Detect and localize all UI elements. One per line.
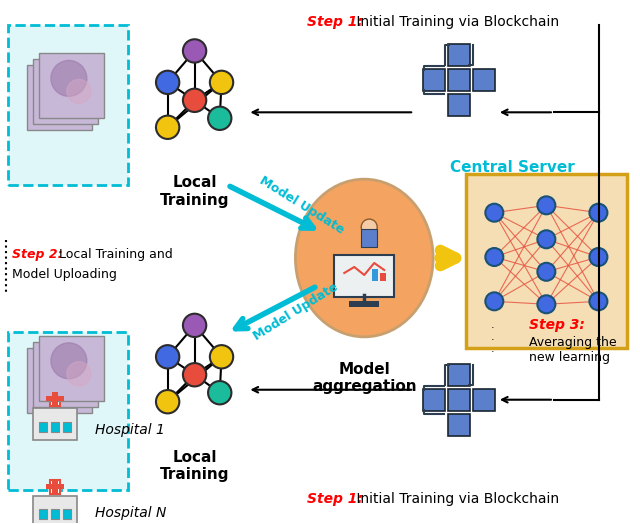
FancyBboxPatch shape bbox=[448, 69, 470, 91]
Circle shape bbox=[589, 248, 607, 266]
Circle shape bbox=[538, 231, 556, 248]
FancyBboxPatch shape bbox=[33, 59, 98, 124]
Text: Model
aggregation: Model aggregation bbox=[312, 362, 417, 394]
Text: Model Update: Model Update bbox=[257, 174, 347, 236]
FancyBboxPatch shape bbox=[51, 422, 59, 432]
Circle shape bbox=[61, 368, 85, 392]
FancyBboxPatch shape bbox=[423, 389, 445, 411]
Circle shape bbox=[156, 71, 179, 94]
FancyBboxPatch shape bbox=[448, 94, 470, 116]
FancyBboxPatch shape bbox=[334, 255, 394, 297]
Text: Step 1:: Step 1: bbox=[307, 15, 364, 28]
Text: Step 1:: Step 1: bbox=[307, 492, 364, 506]
Circle shape bbox=[485, 204, 503, 222]
FancyBboxPatch shape bbox=[39, 336, 104, 401]
FancyBboxPatch shape bbox=[50, 392, 60, 406]
Circle shape bbox=[183, 89, 206, 112]
Circle shape bbox=[208, 106, 232, 130]
Circle shape bbox=[61, 85, 85, 110]
Circle shape bbox=[156, 116, 179, 139]
Text: Step 3:: Step 3: bbox=[529, 318, 585, 332]
Ellipse shape bbox=[296, 179, 433, 337]
Text: ·
·
·: · · · bbox=[490, 323, 494, 357]
FancyBboxPatch shape bbox=[372, 269, 378, 281]
FancyBboxPatch shape bbox=[51, 509, 59, 519]
Circle shape bbox=[39, 355, 75, 391]
Text: Local Training and: Local Training and bbox=[55, 248, 173, 261]
FancyBboxPatch shape bbox=[52, 392, 58, 406]
Circle shape bbox=[45, 349, 81, 385]
FancyBboxPatch shape bbox=[50, 479, 60, 494]
FancyBboxPatch shape bbox=[27, 66, 92, 130]
Circle shape bbox=[485, 248, 503, 266]
Circle shape bbox=[361, 219, 377, 235]
Circle shape bbox=[39, 72, 75, 108]
Text: Step 2:: Step 2: bbox=[12, 248, 63, 261]
FancyBboxPatch shape bbox=[380, 273, 386, 281]
Circle shape bbox=[156, 390, 179, 413]
FancyBboxPatch shape bbox=[8, 26, 128, 185]
Circle shape bbox=[589, 292, 607, 310]
FancyBboxPatch shape bbox=[39, 509, 47, 519]
FancyBboxPatch shape bbox=[423, 69, 445, 91]
Circle shape bbox=[589, 204, 607, 222]
FancyBboxPatch shape bbox=[473, 69, 495, 91]
FancyBboxPatch shape bbox=[448, 364, 470, 386]
Text: Central Server: Central Server bbox=[449, 160, 574, 175]
Circle shape bbox=[183, 39, 206, 62]
Text: Model Uploading: Model Uploading bbox=[12, 268, 117, 281]
Circle shape bbox=[183, 314, 206, 337]
FancyBboxPatch shape bbox=[52, 479, 58, 494]
FancyBboxPatch shape bbox=[63, 509, 71, 519]
FancyBboxPatch shape bbox=[448, 389, 470, 411]
Text: Averaging the
new learning: Averaging the new learning bbox=[529, 336, 616, 364]
Circle shape bbox=[156, 345, 179, 368]
Text: Initial Training via Blockchain: Initial Training via Blockchain bbox=[352, 492, 559, 506]
FancyBboxPatch shape bbox=[448, 413, 470, 435]
FancyBboxPatch shape bbox=[33, 408, 77, 440]
FancyBboxPatch shape bbox=[63, 422, 71, 432]
Text: Hospital N: Hospital N bbox=[95, 507, 166, 520]
FancyBboxPatch shape bbox=[27, 348, 92, 413]
FancyBboxPatch shape bbox=[448, 45, 470, 67]
FancyBboxPatch shape bbox=[361, 229, 377, 247]
Circle shape bbox=[51, 343, 87, 379]
FancyBboxPatch shape bbox=[33, 496, 77, 524]
FancyBboxPatch shape bbox=[39, 53, 104, 118]
Circle shape bbox=[51, 60, 87, 96]
Text: Model Update: Model Update bbox=[252, 280, 341, 343]
Text: Hospital 1: Hospital 1 bbox=[95, 423, 164, 436]
Circle shape bbox=[210, 71, 233, 94]
FancyBboxPatch shape bbox=[39, 422, 47, 432]
FancyBboxPatch shape bbox=[33, 342, 98, 407]
Circle shape bbox=[485, 292, 503, 310]
Circle shape bbox=[45, 67, 81, 102]
FancyBboxPatch shape bbox=[46, 484, 64, 488]
Text: Initial Training via Blockchain: Initial Training via Blockchain bbox=[352, 15, 559, 28]
Circle shape bbox=[55, 91, 79, 115]
Circle shape bbox=[55, 374, 79, 398]
Circle shape bbox=[67, 79, 91, 103]
FancyBboxPatch shape bbox=[473, 389, 495, 411]
FancyBboxPatch shape bbox=[466, 174, 627, 348]
Circle shape bbox=[538, 196, 556, 214]
Circle shape bbox=[210, 345, 233, 368]
Text: Local
Training: Local Training bbox=[160, 175, 229, 208]
Circle shape bbox=[67, 362, 91, 386]
Circle shape bbox=[538, 296, 556, 313]
Circle shape bbox=[538, 263, 556, 281]
Circle shape bbox=[183, 363, 206, 386]
FancyBboxPatch shape bbox=[46, 396, 64, 401]
FancyBboxPatch shape bbox=[8, 332, 128, 489]
FancyBboxPatch shape bbox=[349, 301, 380, 307]
Circle shape bbox=[208, 381, 232, 405]
Text: Local
Training: Local Training bbox=[160, 450, 229, 482]
